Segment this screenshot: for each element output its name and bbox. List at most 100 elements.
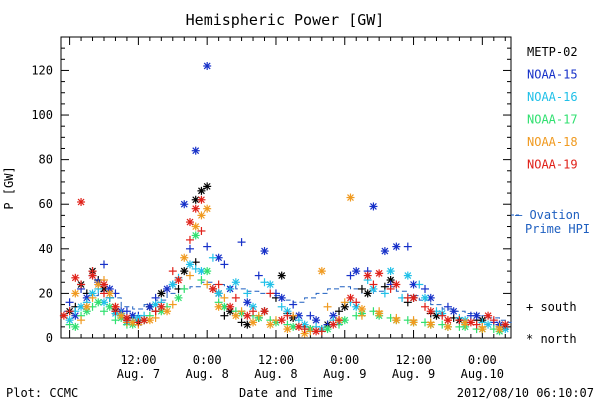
chart-title: Hemispheric Power [GW]	[186, 11, 385, 29]
y-axis: 0 20 40 60 80 100 120	[31, 47, 511, 345]
point-noaa-19-north	[443, 316, 452, 325]
point-noaa-16-north	[168, 280, 177, 289]
x-tick-label-date: Aug. 7	[117, 367, 160, 381]
point-noaa-19-north	[484, 311, 493, 320]
point-noaa-18-south	[203, 280, 212, 289]
point-noaa-18-north	[409, 318, 418, 327]
point-noaa-19-south	[352, 298, 361, 307]
y-tick-label: 80	[39, 153, 53, 167]
point-noaa-19-north	[294, 322, 303, 331]
x-tick-label-time: 12:00	[258, 353, 294, 367]
legend-item-metp-02: METP-02	[527, 45, 578, 59]
point-noaa-17-north	[203, 267, 212, 276]
point-noaa-19-south	[185, 235, 194, 244]
point-noaa-19-south	[168, 267, 177, 276]
point-noaa-15-north	[352, 267, 361, 276]
point-noaa-18-north	[82, 302, 91, 311]
point-noaa-15-south	[220, 260, 229, 269]
point-noaa-15-south	[443, 302, 452, 311]
point-metp-02-north	[180, 267, 189, 276]
point-noaa-18-north	[392, 316, 401, 325]
point-metp-02-north	[363, 289, 372, 298]
point-noaa-15-north	[449, 307, 458, 316]
ovation-label-line2: Prime HPI	[525, 222, 590, 236]
point-noaa-15-north	[180, 200, 189, 209]
point-noaa-19-north	[346, 293, 355, 302]
point-noaa-15-south	[185, 244, 194, 253]
point-noaa-15-north	[369, 202, 378, 211]
point-noaa-19-north	[185, 218, 194, 227]
point-noaa-18-north	[443, 322, 452, 331]
point-noaa-19-south	[455, 316, 464, 325]
point-noaa-18-north	[266, 320, 275, 329]
point-noaa-15-south	[237, 238, 246, 247]
x-tick-label-date: Aug. 8	[185, 367, 228, 381]
point-noaa-19-north	[312, 327, 321, 336]
point-noaa-18-south	[185, 271, 194, 280]
point-noaa-16-south	[294, 316, 303, 325]
point-noaa-19-north	[329, 320, 338, 329]
point-noaa-17-north	[174, 293, 183, 302]
point-noaa-17-north	[94, 298, 103, 307]
point-noaa-19-south	[77, 280, 86, 289]
point-metp-02-south	[335, 307, 344, 316]
point-noaa-19-north	[426, 307, 435, 316]
point-noaa-15-south	[289, 300, 298, 309]
point-noaa-19-north	[375, 269, 384, 278]
point-noaa-19-north	[157, 302, 166, 311]
point-noaa-19-south	[151, 307, 160, 316]
point-noaa-19-north	[71, 273, 80, 282]
point-noaa-16-south	[277, 302, 286, 311]
y-tick-label: 40	[39, 242, 53, 256]
legend-item-noaa-16: NOAA-16	[527, 90, 578, 104]
point-noaa-15-south	[421, 284, 430, 293]
plot-timestamp: 2012/08/10 06:10:07	[457, 386, 594, 400]
point-noaa-19-south	[197, 226, 206, 235]
point-noaa-18-south	[357, 311, 366, 320]
point-noaa-15-north	[203, 61, 212, 70]
point-noaa-15-north	[472, 311, 481, 320]
x-tick-label-date: Aug. 9	[392, 367, 435, 381]
point-noaa-19-north	[174, 276, 183, 285]
point-noaa-19-north	[88, 271, 97, 280]
point-noaa-16-north	[403, 271, 412, 280]
y-tick-label: 0	[46, 331, 53, 345]
point-noaa-18-north	[163, 307, 172, 316]
x-tick-label-time: 0:00	[330, 353, 359, 367]
point-noaa-19-north	[77, 197, 86, 206]
legend: METP-02 NOAA-15 NOAA-16 NOAA-17 NOAA-18 NOAA-…	[511, 45, 578, 216]
point-noaa-16-north	[185, 260, 194, 269]
point-noaa-19-north	[99, 280, 108, 289]
point-noaa-19-north	[59, 311, 68, 320]
point-noaa-16-north	[266, 280, 275, 289]
point-noaa-19-south	[65, 307, 74, 316]
point-noaa-16-south	[415, 280, 424, 289]
marker-key-north: * north	[526, 332, 577, 346]
point-noaa-19-north	[226, 302, 235, 311]
point-noaa-18-south	[220, 293, 229, 302]
point-noaa-18-north	[375, 309, 384, 318]
point-noaa-19-north	[363, 271, 372, 280]
point-noaa-17-south	[99, 307, 108, 316]
point-noaa-19-north	[191, 204, 200, 213]
point-metp-02-south	[220, 311, 229, 320]
point-noaa-19-north	[111, 302, 120, 311]
legend-item-noaa-15: NOAA-15	[527, 68, 578, 82]
point-noaa-19-north	[243, 311, 252, 320]
point-noaa-19-south	[489, 316, 498, 325]
point-noaa-15-north	[277, 293, 286, 302]
y-axis-label: P [GW]	[2, 166, 16, 209]
x-tick-label-date: Aug.10	[461, 367, 504, 381]
marker-key-south: + south	[526, 300, 577, 314]
point-noaa-16-north	[99, 298, 108, 307]
point-noaa-18-north	[214, 302, 223, 311]
legend-item-noaa-19: NOAA-19	[527, 158, 578, 172]
point-noaa-18-north	[231, 311, 240, 320]
point-noaa-16-north	[214, 289, 223, 298]
point-noaa-18-north	[357, 305, 366, 314]
point-noaa-15-north	[426, 293, 435, 302]
point-noaa-18-south	[254, 311, 263, 320]
point-noaa-18-north	[478, 325, 487, 334]
point-noaa-16-south	[243, 289, 252, 298]
